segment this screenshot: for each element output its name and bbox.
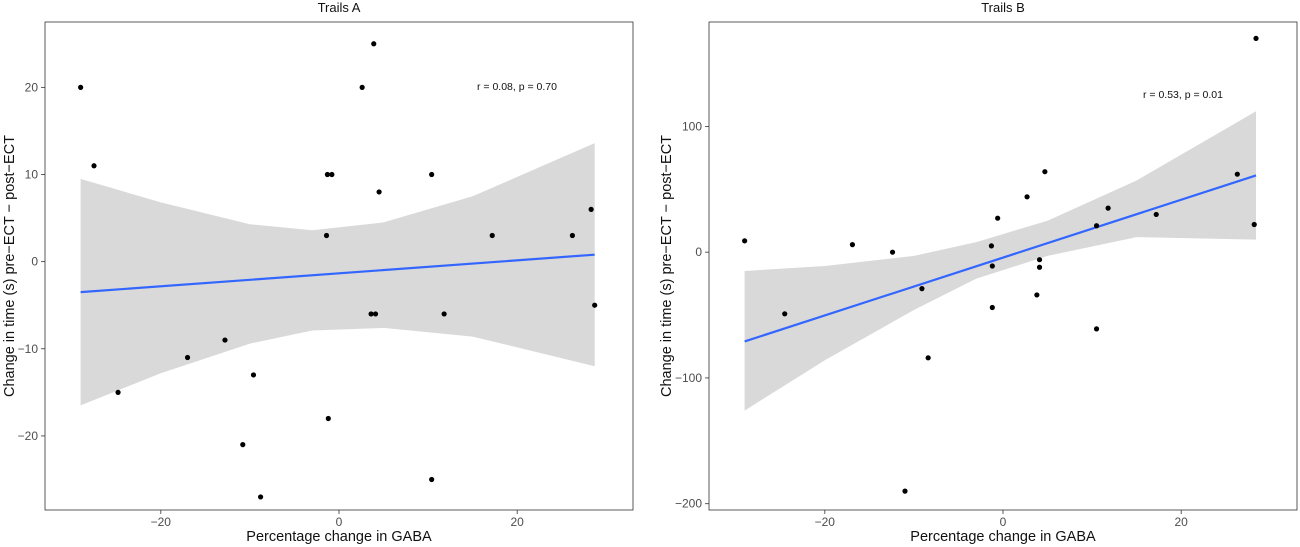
y-tick-label: 10 [25,168,39,182]
data-point [989,263,995,269]
data-point [995,215,1001,221]
confidence-band [744,111,1256,411]
x-axis-label: Percentage change in GABA [910,529,1096,545]
x-tick-label: −20 [815,515,836,529]
data-point [376,189,382,195]
x-tick-label: 20 [511,515,525,529]
data-point [1093,223,1100,229]
data-point [849,242,856,248]
x-tick-label: 0 [1000,515,1007,529]
y-tick-label: −200 [675,497,702,511]
data-point [240,442,246,448]
data-point [372,311,379,317]
data-point [782,311,788,317]
data-point [489,232,495,239]
chart-title: Trails A [318,0,361,15]
data-point [902,488,908,494]
data-point [989,304,995,311]
data-point [441,311,447,317]
x-tick-label: −20 [151,515,172,529]
y-tick-label: −20 [18,429,39,443]
data-point [429,171,435,178]
data-point [1024,194,1030,200]
data-point [359,84,365,90]
x-tick-label: 20 [1175,515,1189,529]
data-point [925,355,931,361]
data-point [1036,257,1043,263]
y-axis-label: Change in time (s) pre−ECT − post−ECT [2,135,18,397]
x-axis-label: Percentage change in GABA [246,529,432,545]
data-point [368,311,374,317]
data-point [329,171,335,178]
regression-line [744,174,1257,343]
data-point [258,494,264,500]
correlation-annotation: r = 0.08, p = 0.70 [477,81,557,93]
y-axis-label: Change in time (s) pre−ECT − post−ECT [659,135,675,397]
data-point [1034,292,1040,298]
data-point [588,206,594,212]
correlation-annotation: r = 0.53, p = 0.01 [1143,89,1223,101]
data-point [988,243,995,249]
y-tick-label: −100 [675,371,702,385]
regression-line [80,253,595,294]
data-point [919,286,925,292]
chart-title: Trails B [981,0,1025,15]
data-point [592,302,598,308]
y-tick-label: 0 [31,255,38,269]
data-point [324,171,331,178]
x-tick-label: 0 [336,515,343,529]
data-point [115,389,121,395]
data-point [222,337,228,343]
data-point [1234,171,1240,177]
data-point [429,476,435,483]
data-point [742,238,748,244]
data-point [889,249,896,255]
data-point [323,232,330,239]
data-point [91,163,97,169]
y-tick-label: 0 [695,245,702,259]
data-point [184,354,191,361]
panel-trails-a: −20 0 20 −20 −10 0 10 20 Trails A Percentage ch… [2,0,634,545]
data-point [325,415,331,422]
y-tick-label: −10 [18,342,39,356]
data-point [1093,326,1100,332]
data-point [1153,211,1159,218]
data-point [569,232,576,239]
data-point [1253,35,1259,41]
y-tick-label: 100 [682,119,702,133]
data-point [371,41,377,47]
data-point [1251,221,1257,228]
data-point [1105,205,1111,211]
data-point [250,372,257,378]
data-point [78,84,84,90]
data-point [1036,264,1043,270]
y-tick-label: 20 [25,80,39,94]
data-point [1042,169,1048,175]
